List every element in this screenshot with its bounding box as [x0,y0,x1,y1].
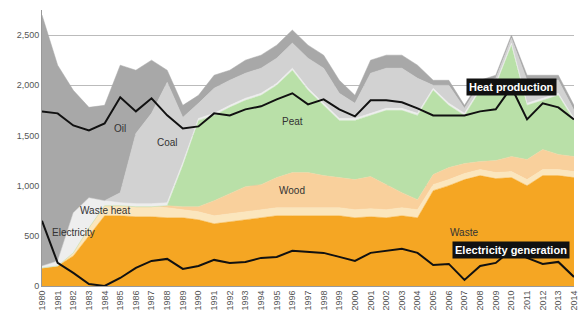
svg-text:2007: 2007 [459,291,469,311]
svg-text:1998: 1998 [319,291,329,311]
svg-text:Oil: Oil [114,123,126,134]
svg-text:2001: 2001 [366,291,376,311]
svg-text:2002: 2002 [381,291,391,311]
svg-text:2011: 2011 [522,291,532,310]
svg-text:2010: 2010 [506,291,516,311]
svg-text:2,000: 2,000 [17,80,40,90]
svg-text:1986: 1986 [131,291,141,311]
svg-text:2,500: 2,500 [17,30,40,40]
svg-text:1989: 1989 [178,291,188,311]
svg-text:Heat production: Heat production [469,81,554,93]
svg-text:1993: 1993 [240,291,250,311]
svg-text:Waste heat: Waste heat [80,205,130,216]
svg-text:Coal: Coal [157,137,178,148]
svg-text:1999: 1999 [334,291,344,311]
svg-text:2008: 2008 [475,291,485,311]
svg-text:Peat: Peat [282,116,303,127]
svg-text:1982: 1982 [68,291,78,311]
svg-text:2000: 2000 [350,291,360,311]
svg-text:Electricity generation: Electricity generation [455,244,567,256]
svg-text:1995: 1995 [272,291,282,311]
svg-text:2005: 2005 [428,291,438,311]
svg-text:1997: 1997 [303,291,313,311]
svg-text:1984: 1984 [100,291,110,311]
svg-text:500: 500 [24,231,39,241]
svg-text:1987: 1987 [146,291,156,311]
svg-text:2012: 2012 [538,291,548,311]
svg-text:1980: 1980 [37,291,47,311]
svg-text:2006: 2006 [444,291,454,311]
svg-text:2009: 2009 [491,291,501,311]
svg-text:2014: 2014 [569,291,579,311]
svg-text:Waste: Waste [450,227,478,238]
svg-text:Electricity: Electricity [52,227,95,238]
svg-text:2004: 2004 [412,291,422,311]
svg-text:1991: 1991 [209,291,219,311]
svg-text:1985: 1985 [115,291,125,311]
svg-text:1,000: 1,000 [17,181,40,191]
svg-text:1996: 1996 [287,291,297,311]
svg-text:2013: 2013 [553,291,563,311]
svg-text:0: 0 [34,281,39,291]
svg-text:1990: 1990 [193,291,203,311]
svg-text:Wood: Wood [279,185,305,196]
svg-text:1988: 1988 [162,291,172,311]
svg-text:1994: 1994 [256,291,266,311]
svg-text:1992: 1992 [225,291,235,311]
svg-text:1,500: 1,500 [17,131,40,141]
svg-text:1983: 1983 [84,291,94,311]
svg-text:2003: 2003 [397,291,407,311]
svg-text:1981: 1981 [53,291,63,311]
